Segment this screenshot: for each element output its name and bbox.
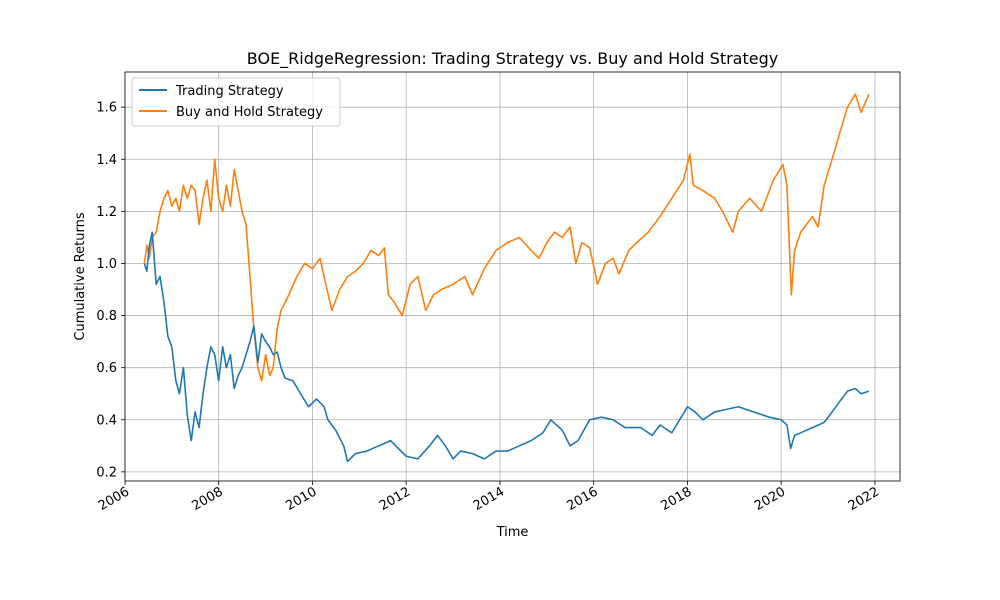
series-line-buy-and-hold-strategy bbox=[143, 93, 870, 382]
y-tick-label: 1.6 bbox=[96, 101, 117, 116]
y-tick-label: 0.8 bbox=[96, 309, 117, 324]
y-tick-label: 1.4 bbox=[96, 153, 117, 168]
legend: Trading Strategy Buy and Hold Strategy bbox=[131, 77, 341, 127]
legend-label-buy-and-hold-strategy: Buy and Hold Strategy bbox=[176, 105, 323, 120]
y-axis-title: Cumulative Returns bbox=[73, 212, 88, 340]
series-line-trading-strategy bbox=[143, 231, 870, 463]
chart-title: BOE_RidgeRegression: Trading Strategy vs… bbox=[247, 49, 778, 69]
legend-label-trading-strategy: Trading Strategy bbox=[175, 84, 284, 99]
y-tick-label: 0.4 bbox=[96, 413, 117, 428]
grid bbox=[124, 72, 900, 481]
plot-lines bbox=[143, 93, 870, 463]
y-tick-label: 1.0 bbox=[96, 257, 117, 272]
axes-frame bbox=[124, 71, 901, 482]
x-axis-title: Time bbox=[496, 525, 529, 540]
y-tick-label: 1.2 bbox=[96, 205, 117, 220]
y-tick-label: 0.2 bbox=[96, 465, 117, 480]
y-tick-label: 0.6 bbox=[96, 361, 117, 376]
legend-box bbox=[131, 77, 341, 127]
